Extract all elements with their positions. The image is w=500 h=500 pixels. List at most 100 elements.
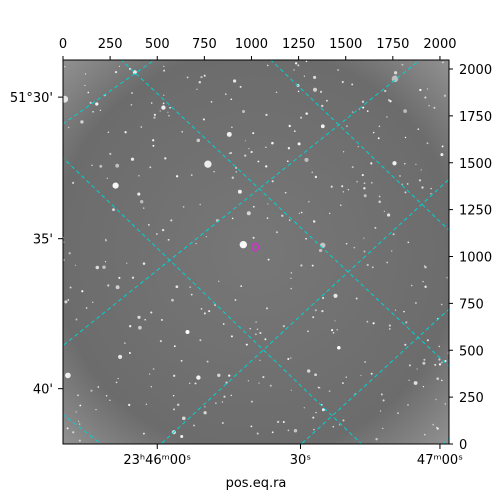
star (422, 385, 425, 388)
star (124, 342, 126, 344)
right-tick-label: 1250 (459, 204, 492, 219)
star (173, 374, 176, 377)
star (92, 111, 94, 113)
star (95, 102, 99, 106)
star (66, 427, 69, 430)
star (256, 432, 259, 435)
star (259, 331, 262, 335)
star (203, 312, 206, 315)
star (181, 130, 184, 133)
star (214, 304, 217, 307)
star (75, 411, 77, 413)
target-marker-layer (250, 242, 260, 252)
star (397, 412, 399, 414)
star (371, 266, 374, 269)
top-tick-label: 1500 (329, 37, 362, 52)
star (152, 368, 155, 370)
star (169, 106, 171, 109)
star (308, 201, 310, 203)
star (275, 231, 278, 234)
star (340, 204, 342, 206)
star (372, 322, 375, 325)
star (181, 416, 186, 421)
star (144, 318, 146, 321)
star (407, 404, 409, 406)
star (415, 163, 417, 166)
star (115, 381, 118, 384)
star (312, 416, 315, 419)
star (131, 276, 135, 279)
star (321, 104, 324, 108)
star (375, 438, 378, 441)
sky-image (63, 60, 449, 444)
star (246, 211, 251, 216)
star (303, 75, 306, 77)
star (80, 120, 84, 124)
star (117, 377, 119, 380)
star (89, 101, 92, 104)
star (351, 166, 354, 169)
star (423, 433, 426, 436)
star (115, 285, 120, 290)
star (440, 303, 443, 306)
star (126, 262, 128, 264)
star (213, 170, 215, 173)
star (222, 323, 225, 325)
star (194, 382, 197, 385)
plot-frame (62, 59, 450, 445)
star (389, 100, 392, 103)
star (239, 85, 242, 88)
star (378, 200, 381, 204)
star (115, 163, 120, 168)
star (215, 402, 217, 404)
top-axis: 0 250 500 750 1000 1250 1500 1750 2000 (59, 37, 457, 60)
star (288, 219, 291, 221)
star (195, 242, 197, 245)
star (148, 373, 151, 375)
star (150, 386, 152, 388)
star (228, 152, 231, 155)
star (386, 261, 389, 264)
star (168, 114, 170, 117)
star (202, 118, 205, 121)
star (163, 69, 166, 72)
star (332, 425, 335, 428)
star (362, 106, 365, 109)
star (199, 203, 201, 206)
bottom-tick-label: 47ᵐ00ˢ (417, 453, 463, 468)
star (196, 88, 198, 90)
star (159, 110, 161, 112)
star (266, 64, 269, 67)
star (142, 207, 145, 209)
star (159, 340, 162, 343)
star (118, 276, 121, 279)
star (85, 307, 88, 309)
star (271, 431, 274, 434)
star (421, 186, 424, 189)
star (130, 103, 133, 106)
star (264, 338, 267, 341)
star (71, 181, 75, 185)
star (77, 394, 79, 397)
star (275, 91, 278, 94)
right-tick-label: 1750 (459, 110, 492, 125)
star (430, 187, 432, 190)
star (426, 88, 429, 90)
star (442, 61, 444, 64)
star (167, 111, 169, 113)
star (175, 285, 179, 289)
star (341, 80, 344, 84)
star (267, 258, 270, 261)
star (440, 153, 444, 157)
star (204, 406, 206, 408)
star (444, 360, 447, 362)
star (128, 403, 131, 407)
star (223, 395, 226, 398)
star (438, 358, 441, 361)
star (290, 277, 292, 279)
star (332, 331, 335, 334)
star (128, 352, 131, 354)
star (91, 301, 94, 304)
star (74, 264, 77, 266)
